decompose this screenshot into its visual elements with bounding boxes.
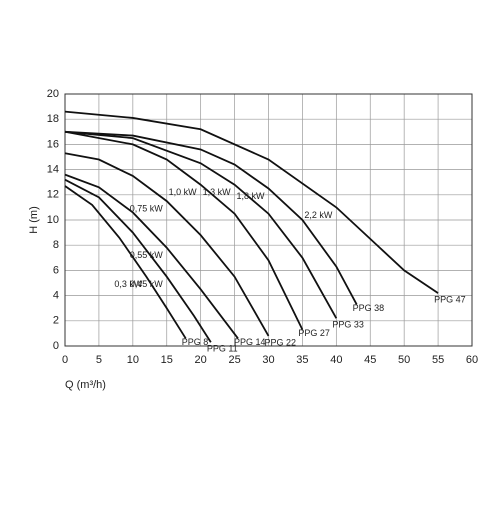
y-tick-label: 4 xyxy=(53,290,59,302)
x-tick-label: 60 xyxy=(466,354,478,366)
y-tick-label: 8 xyxy=(53,239,59,251)
y-axis-title: H (m) xyxy=(28,206,40,234)
series-label: PPG 27 xyxy=(298,328,330,338)
y-tick-label: 6 xyxy=(53,264,59,276)
power-label: 2,2 kW xyxy=(304,210,333,220)
x-tick-label: 40 xyxy=(330,354,342,366)
power-label: 0,45 kW xyxy=(130,279,164,289)
power-label: 1,3 kW xyxy=(203,187,232,197)
series-label: PPG 22 xyxy=(265,337,297,347)
x-tick-label: 5 xyxy=(96,354,102,366)
y-tick-label: 0 xyxy=(53,340,59,352)
y-tick-label: 12 xyxy=(47,189,59,201)
y-tick-label: 20 xyxy=(47,88,59,100)
y-tick-label: 10 xyxy=(47,214,59,226)
series-label: PPG 14 xyxy=(234,337,266,347)
power-label: 0,55 kW xyxy=(130,250,164,260)
series-label: PPG 38 xyxy=(353,303,385,313)
x-tick-label: 45 xyxy=(364,354,376,366)
pump-curve xyxy=(64,110,439,294)
x-tick-label: 30 xyxy=(262,354,274,366)
power-label: 1,0 kW xyxy=(169,187,198,197)
pump-curve xyxy=(64,130,358,305)
pump-curve xyxy=(64,185,187,339)
pump-curve xyxy=(64,173,239,339)
x-axis-title: Q (m³/h) xyxy=(65,379,106,391)
x-tick-label: 55 xyxy=(432,354,444,366)
x-tick-label: 25 xyxy=(228,354,240,366)
x-tick-label: 35 xyxy=(296,354,308,366)
plot-frame xyxy=(64,93,473,347)
series-label: PPG 33 xyxy=(332,320,364,330)
x-tick-label: 50 xyxy=(398,354,410,366)
y-tick-label: 2 xyxy=(53,315,59,327)
x-tick-label: 15 xyxy=(161,354,173,366)
x-tick-label: 20 xyxy=(195,354,207,366)
y-tick-label: 16 xyxy=(47,138,59,150)
pump-curve xyxy=(64,178,212,343)
x-tick-label: 10 xyxy=(127,354,139,366)
series-label: PPG 8 xyxy=(182,337,209,347)
pump-curve xyxy=(64,130,304,331)
series-label: PPG 47 xyxy=(434,294,466,304)
series-label: PPG 11 xyxy=(207,344,238,354)
pump-curve xyxy=(64,130,338,319)
x-tick-label: 0 xyxy=(62,354,68,366)
power-label: 0,75 kW xyxy=(130,203,164,213)
pump-curve xyxy=(64,152,270,337)
y-tick-label: 18 xyxy=(47,113,59,125)
power-label: 1,8 kW xyxy=(236,191,265,201)
power-label: 0,3 kW xyxy=(114,279,143,289)
y-tick-label: 14 xyxy=(47,164,59,176)
